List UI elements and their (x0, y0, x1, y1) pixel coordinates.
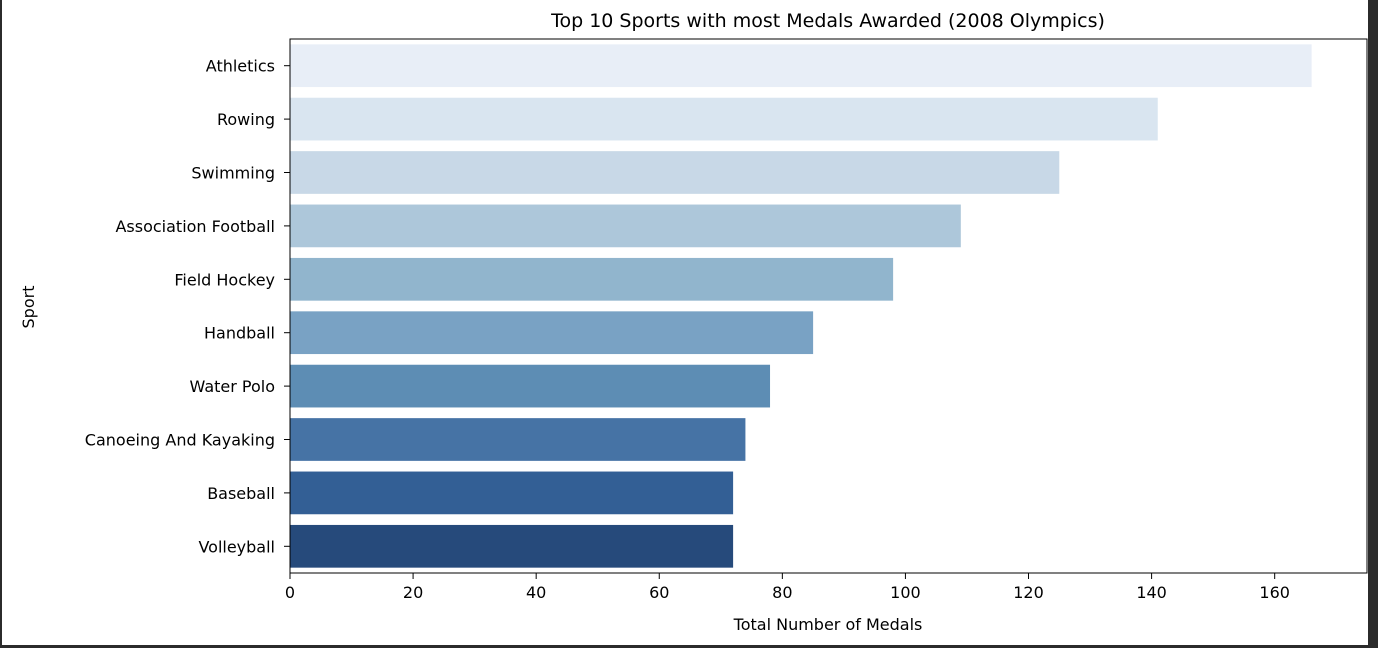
bar-athletics (290, 44, 1312, 88)
y-tick-label: Volleyball (198, 537, 275, 556)
bar-rowing (290, 97, 1158, 141)
x-ticks: 0 20 40 60 80 100 120 140 160 (285, 573, 1290, 602)
x-tick-label: 0 (285, 583, 295, 602)
x-tick-label: 20 (403, 583, 423, 602)
y-tick-label: Field Hockey (174, 270, 275, 289)
y-tick-label: Baseball (207, 484, 275, 503)
y-tick-label: Handball (204, 324, 275, 343)
bar-association-football (290, 204, 961, 248)
plot-area-border (289, 38, 1368, 574)
bar-canoeing-and-kayaking (290, 418, 746, 461)
bar-volleyball (290, 524, 734, 568)
y-tick-label: Association Football (115, 217, 275, 236)
bar-swimming (290, 151, 1060, 194)
y-tick-labels: Athletics Rowing Swimming Association Footb… (85, 57, 290, 556)
y-tick-label: Canoeing And Kayaking (85, 431, 275, 450)
bar-water-polo (290, 364, 771, 408)
bar-handball (290, 311, 814, 355)
x-tick-label: 100 (890, 583, 921, 602)
y-tick-label: Athletics (206, 57, 275, 76)
x-tick-label: 120 (1013, 583, 1044, 602)
y-tick-label: Water Polo (190, 377, 275, 396)
y-tick-label: Rowing (217, 110, 275, 129)
x-tick-label: 160 (1259, 583, 1290, 602)
y-axis-label: Sport (19, 286, 38, 329)
bars-group (290, 44, 1312, 568)
x-tick-label: 80 (772, 583, 792, 602)
y-tick-label: Swimming (191, 164, 275, 183)
x-tick-label: 140 (1136, 583, 1167, 602)
x-tick-label: 40 (526, 583, 546, 602)
bar-field-hockey (290, 257, 894, 301)
bar-baseball (290, 471, 734, 515)
x-axis-label: Total Number of Medals (733, 615, 923, 634)
chart-title: Top 10 Sports with most Medals Awarded (… (550, 10, 1105, 32)
x-tick-label: 60 (649, 583, 669, 602)
